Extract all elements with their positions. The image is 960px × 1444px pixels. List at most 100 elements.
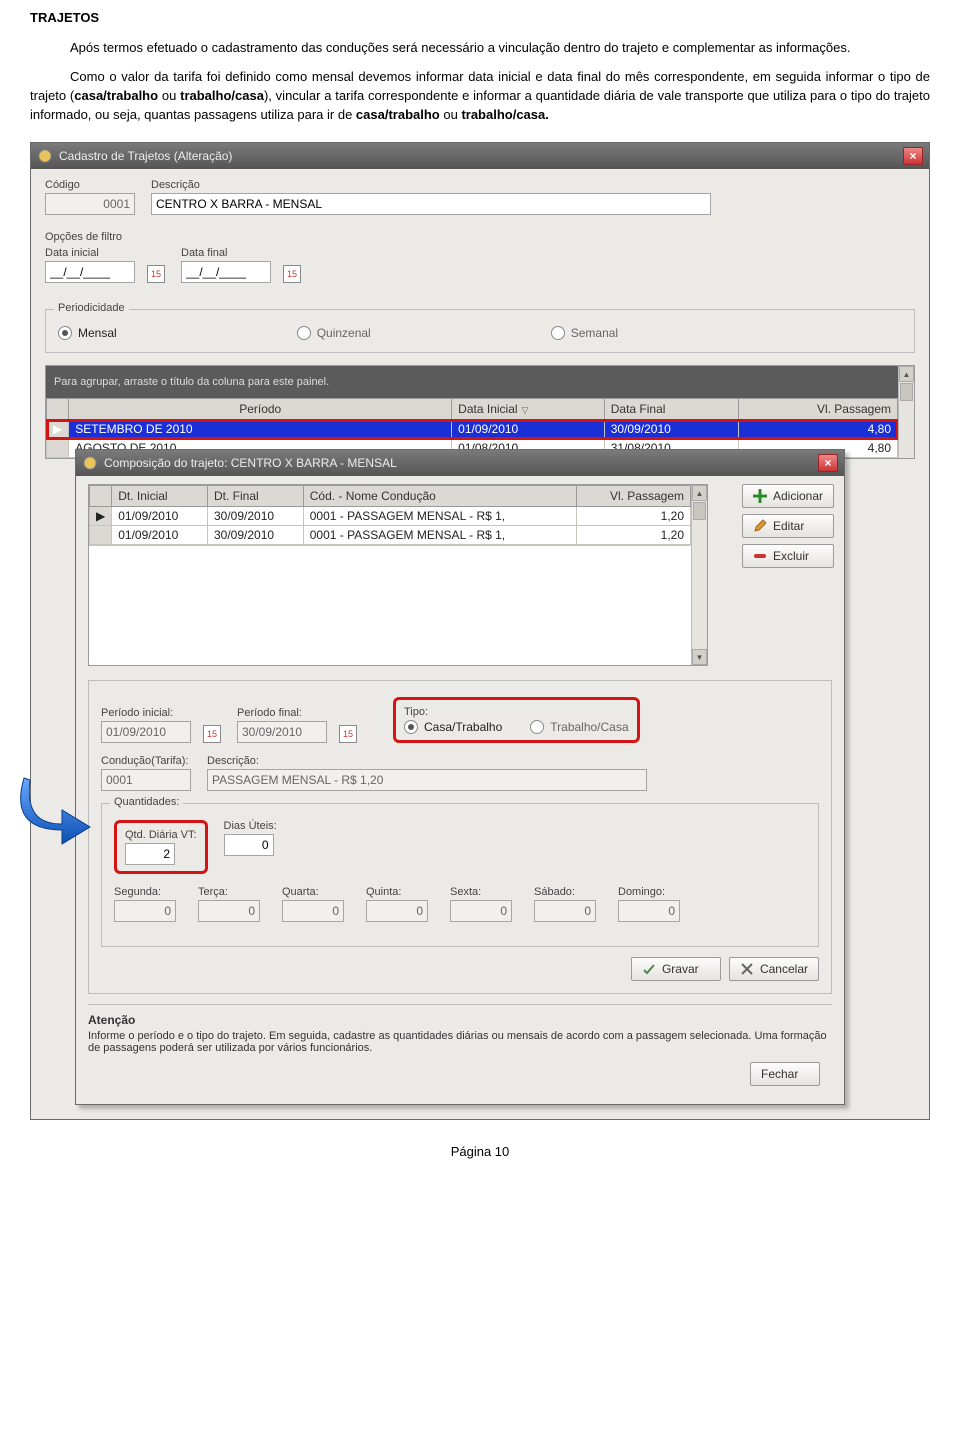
cell-vl: 4,80 — [738, 420, 897, 439]
check-icon — [642, 962, 656, 976]
radio-trabalho-casa[interactable]: Trabalho/Casa — [530, 720, 628, 734]
radio-dot-icon — [297, 326, 311, 340]
col-vl-passagem[interactable]: Vl. Passagem — [738, 399, 897, 420]
descricao-label: Descrição — [151, 179, 915, 191]
composicao-grid[interactable]: Dt. Inicial Dt. Final Cód. - Nome Conduç… — [88, 484, 708, 666]
scroll-thumb[interactable] — [900, 383, 913, 401]
close-icon[interactable]: × — [903, 147, 923, 165]
calendar-icon[interactable]: 15 — [339, 725, 357, 743]
row-marker-icon — [47, 439, 69, 458]
periodo-inicial-label: Período inicial: — [101, 707, 221, 719]
app-icon — [82, 455, 98, 471]
x-icon — [740, 962, 754, 976]
radio-label: Quinzenal — [317, 326, 371, 340]
attention-panel: Atenção Informe o período e o tipo do tr… — [88, 1004, 832, 1054]
fechar-button[interactable]: Fechar — [750, 1062, 820, 1086]
titlebar[interactable]: Cadastro de Trajetos (Alteração) × — [31, 143, 929, 169]
calendar-icon[interactable]: 15 — [147, 265, 165, 283]
radio-mensal[interactable]: Mensal — [58, 326, 117, 340]
tipo-groupbox: Tipo: Casa/Trabalho Trabalho/Casa — [393, 697, 640, 743]
vertical-scrollbar[interactable]: ▲ ▼ — [691, 485, 707, 665]
table-row[interactable]: 01/09/2010 30/09/2010 0001 - PASSAGEM ME… — [90, 526, 691, 545]
doc-paragraph-1: Após termos efetuado o cadastramento das… — [30, 39, 930, 58]
editar-button[interactable]: Editar — [742, 514, 834, 538]
col-vl-passagem[interactable]: Vl. Passagem — [576, 486, 690, 507]
radio-dot-icon — [58, 326, 72, 340]
periodo-final-label: Período final: — [237, 707, 357, 719]
col-dt-final[interactable]: Dt. Final — [207, 486, 303, 507]
calendar-icon[interactable]: 15 — [203, 725, 221, 743]
p2-g: ou — [440, 107, 462, 122]
sort-desc-icon: ▽ — [522, 405, 529, 415]
inner-titlebar[interactable]: Composição do trajeto: CENTRO X BARRA - … — [76, 450, 844, 476]
radio-casa-trabalho[interactable]: Casa/Trabalho — [404, 720, 502, 734]
dias-uteis-label: Dias Úteis: — [224, 820, 277, 832]
detalhe-form: Período inicial: 15 Período final: 15 — [88, 680, 832, 994]
btn-label: Fechar — [761, 1067, 798, 1081]
blue-arrow-icon — [18, 776, 96, 849]
radio-label: Mensal — [78, 326, 117, 340]
gravar-button[interactable]: Gravar — [631, 957, 721, 981]
cell-df: 30/09/2010 — [207, 526, 303, 545]
radio-semanal[interactable]: Semanal — [551, 326, 618, 340]
doc-paragraph-2: Como o valor da tarifa foi definido como… — [30, 68, 930, 125]
adicionar-button[interactable]: Adicionar — [742, 484, 834, 508]
minus-icon — [753, 549, 767, 563]
day-label: Segunda: — [114, 886, 161, 898]
dias-uteis-input[interactable] — [224, 834, 274, 856]
radio-dot-icon — [551, 326, 565, 340]
day-quarta-input — [282, 900, 344, 922]
window-composicao-trajeto: Composição do trajeto: CENTRO X BARRA - … — [75, 449, 845, 1105]
periodicidade-legend: Periodicidade — [54, 302, 129, 314]
qtd-diaria-box: Qtd. Diária VT: — [114, 820, 208, 874]
group-by-hint: Para agrupar, arraste o título da coluna… — [46, 366, 898, 398]
scroll-up-icon[interactable]: ▲ — [692, 485, 707, 501]
window-cadastro-trajetos: Cadastro de Trajetos (Alteração) × Códig… — [30, 142, 930, 1120]
col-conducao[interactable]: Cód. - Nome Condução — [303, 486, 576, 507]
excluir-button[interactable]: Excluir — [742, 544, 834, 568]
day-label: Quinta: — [366, 886, 401, 898]
cell-di: 01/09/2010 — [112, 507, 208, 526]
data-final-input[interactable] — [181, 261, 271, 283]
row-marker-icon: ▶ — [47, 420, 69, 439]
table-row[interactable]: ▶ 01/09/2010 30/09/2010 0001 - PASSAGEM … — [90, 507, 691, 526]
p2-h: trabalho/casa. — [461, 107, 548, 122]
col-dt-inicial[interactable]: Dt. Inicial — [112, 486, 208, 507]
day-label: Domingo: — [618, 886, 665, 898]
descricao-cond-label: Descrição: — [207, 755, 819, 767]
radio-quinzenal[interactable]: Quinzenal — [297, 326, 371, 340]
calendar-icon[interactable]: 15 — [283, 265, 301, 283]
col-periodo[interactable]: Período — [69, 399, 452, 420]
p2-f: casa/trabalho — [356, 107, 440, 122]
window-title: Cadastro de Trajetos (Alteração) — [59, 149, 232, 163]
scroll-thumb[interactable] — [693, 502, 706, 520]
pencil-icon — [753, 519, 767, 533]
btn-label: Cancelar — [760, 962, 808, 976]
conducao-input — [101, 769, 191, 791]
vertical-scrollbar[interactable]: ▲ — [898, 366, 914, 458]
app-icon — [37, 148, 53, 164]
cell-vl: 1,20 — [576, 507, 690, 526]
tipo-label: Tipo: — [404, 706, 629, 718]
col-data-inicial[interactable]: Data Inicial▽ — [452, 399, 605, 420]
col-data-final[interactable]: Data Final — [604, 399, 738, 420]
radio-label: Trabalho/Casa — [550, 720, 628, 734]
filtro-group: Opções de filtro Data inicial 15 Data fi… — [45, 227, 915, 299]
btn-label: Gravar — [662, 962, 699, 976]
table-row[interactable]: ▶ SETEMBRO DE 2010 01/09/2010 30/09/2010… — [47, 420, 898, 439]
close-icon[interactable]: × — [818, 454, 838, 472]
cancelar-button[interactable]: Cancelar — [729, 957, 819, 981]
periodos-grid[interactable]: Para agrupar, arraste o título da coluna… — [45, 365, 915, 459]
cell-di: 01/09/2010 — [112, 526, 208, 545]
data-inicial-input[interactable] — [45, 261, 135, 283]
qtd-diaria-input[interactable] — [125, 843, 175, 865]
day-label: Terça: — [198, 886, 228, 898]
inner-window-title: Composição do trajeto: CENTRO X BARRA - … — [104, 456, 397, 470]
day-terca-input — [198, 900, 260, 922]
scroll-up-icon[interactable]: ▲ — [899, 366, 914, 382]
cell-di: 01/09/2010 — [452, 420, 605, 439]
attention-title: Atenção — [88, 1013, 832, 1027]
scroll-down-icon[interactable]: ▼ — [692, 649, 707, 665]
day-label: Quarta: — [282, 886, 319, 898]
descricao-input[interactable] — [151, 193, 711, 215]
